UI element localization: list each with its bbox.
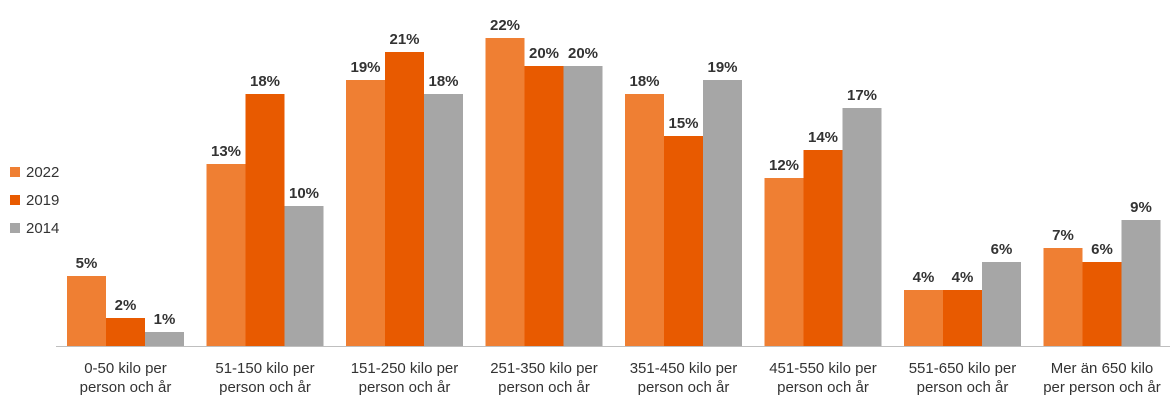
bar-2022-6 bbox=[904, 290, 943, 346]
data-label-2014-6: 6% bbox=[991, 241, 1013, 258]
x-tick-label-4: 351-450 kilo per person och år bbox=[630, 360, 738, 396]
bar-2019-2 bbox=[385, 52, 424, 346]
bar-2022-2 bbox=[346, 80, 385, 346]
data-label-2019-7: 6% bbox=[1091, 241, 1113, 258]
data-label-2022-3: 22% bbox=[490, 17, 520, 34]
bar-2022-1 bbox=[206, 164, 246, 346]
data-label-2014-0: 1% bbox=[154, 311, 176, 328]
data-label-2022-5: 12% bbox=[769, 157, 799, 174]
bar-2014-4 bbox=[703, 80, 742, 346]
bar-2019-0 bbox=[106, 318, 145, 346]
legend-swatch-2019 bbox=[10, 195, 20, 205]
data-label-2019-3: 20% bbox=[529, 45, 559, 62]
data-label-2019-4: 15% bbox=[668, 115, 698, 132]
legend: 2022 2019 2014 bbox=[10, 164, 59, 237]
bar-2019-1 bbox=[245, 94, 285, 346]
bar-2019-5 bbox=[803, 150, 843, 346]
data-label-2019-6: 4% bbox=[952, 269, 974, 286]
legend-label-2022: 2022 bbox=[26, 164, 59, 181]
bar-2022-7 bbox=[1043, 248, 1083, 346]
bar-2019-4 bbox=[664, 136, 703, 346]
data-label-2019-2: 21% bbox=[389, 31, 419, 48]
bar-2022-3 bbox=[485, 38, 525, 346]
data-label-2022-2: 19% bbox=[350, 59, 380, 76]
data-label-2019-5: 14% bbox=[808, 129, 838, 146]
data-label-2019-1: 18% bbox=[250, 73, 280, 90]
x-tick-label-6: 551-650 kilo per person och år bbox=[909, 360, 1017, 396]
data-label-2014-2: 18% bbox=[428, 73, 458, 90]
data-label-2022-4: 18% bbox=[629, 73, 659, 90]
data-label-2019-0: 2% bbox=[115, 297, 137, 314]
bar-2022-4 bbox=[625, 94, 664, 346]
legend-label-2014: 2014 bbox=[26, 220, 59, 237]
data-label-2022-7: 7% bbox=[1052, 227, 1074, 244]
bar-2014-6 bbox=[982, 262, 1021, 346]
x-tick-label-5: 451-550 kilo per person och år bbox=[769, 360, 877, 396]
bars bbox=[67, 38, 1161, 346]
data-label-2014-3: 20% bbox=[568, 45, 598, 62]
data-label-2022-0: 5% bbox=[76, 255, 98, 272]
bar-2014-0 bbox=[145, 332, 184, 346]
data-label-2022-6: 4% bbox=[913, 269, 935, 286]
x-tick-label-1: 51-150 kilo per person och år bbox=[215, 360, 314, 396]
legend-swatch-2022 bbox=[10, 167, 20, 177]
x-tick-label-0: 0-50 kilo per person och år bbox=[80, 360, 172, 396]
data-label-2022-1: 13% bbox=[211, 143, 241, 160]
data-labels: 5% 2% 1% 13% 18% 10% 19% 21% 18% 22% 20% 20% 18% 15% 1… bbox=[76, 17, 1152, 328]
data-label-2014-7: 9% bbox=[1130, 199, 1152, 216]
bar-2014-3 bbox=[563, 66, 603, 346]
bar-2022-0 bbox=[67, 276, 106, 346]
legend-swatch-2014 bbox=[10, 223, 20, 233]
x-axis-tick-labels: 0-50 kilo per person och år 51-150 kilo pe… bbox=[80, 360, 1161, 396]
bar-2019-6 bbox=[943, 290, 982, 346]
bar-2022-5 bbox=[764, 178, 804, 346]
x-tick-label-7: Mer än 650 kilo per person och år bbox=[1043, 360, 1161, 396]
data-label-2014-1: 10% bbox=[289, 185, 319, 202]
bar-2014-2 bbox=[424, 94, 463, 346]
data-label-2014-4: 19% bbox=[707, 59, 737, 76]
x-tick-label-2: 151-250 kilo per person och år bbox=[351, 360, 459, 396]
bar-2019-3 bbox=[524, 66, 564, 346]
bar-2014-5 bbox=[842, 108, 882, 346]
x-tick-label-3: 251-350 kilo per person och år bbox=[490, 360, 598, 396]
legend-label-2019: 2019 bbox=[26, 192, 59, 209]
bar-2014-7 bbox=[1121, 220, 1161, 346]
bar-2014-1 bbox=[284, 206, 324, 346]
bar-2019-7 bbox=[1082, 262, 1122, 346]
data-label-2014-5: 17% bbox=[847, 87, 877, 104]
